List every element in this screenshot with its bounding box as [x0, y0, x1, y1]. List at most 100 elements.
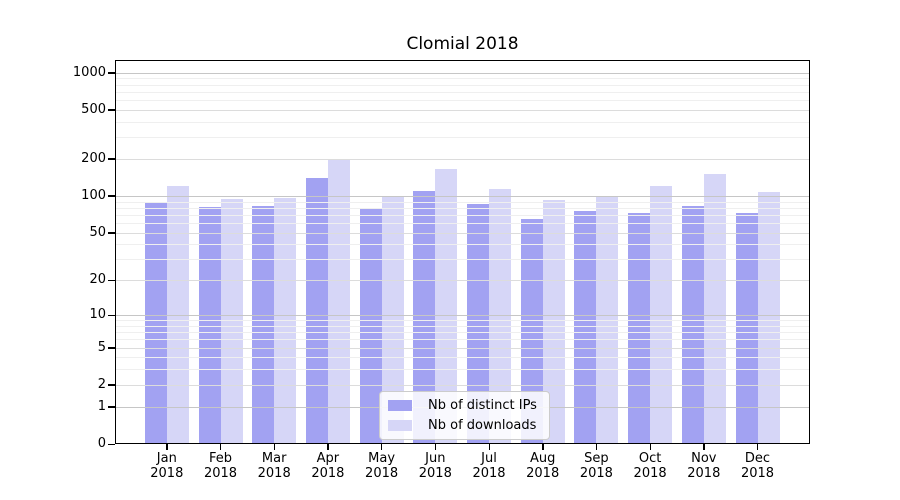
y-tick-mark [108, 406, 115, 408]
y-gridline-minor [115, 357, 810, 359]
y-gridline-minor [115, 100, 810, 102]
x-tick-label-year: 2018 [203, 466, 238, 481]
y-gridline-minor [115, 137, 810, 139]
y-tick-mark [108, 158, 115, 160]
x-tick-label: Oct 2018 [618, 451, 682, 481]
y-tick-mark [108, 443, 115, 445]
x-tick-label: May 2018 [350, 451, 414, 481]
x-tick-label-year: 2018 [365, 466, 399, 481]
bar-distinct-ips [252, 205, 275, 444]
legend-label-downloads: Nb of downloads [428, 418, 537, 433]
bar-distinct-ips [520, 218, 543, 444]
x-tick-label-year: 2018 [633, 466, 667, 481]
bar-distinct-ips [574, 210, 597, 444]
y-gridline-major [115, 347, 810, 349]
y-tick-label: 1 [97, 398, 106, 414]
y-tick-mark [108, 109, 115, 111]
x-tick-label: Feb 2018 [189, 451, 253, 481]
y-tick-label: 20 [89, 272, 106, 288]
legend-swatch-distinct-ips-icon [388, 400, 412, 411]
x-tick-label-year: 2018 [311, 466, 345, 481]
y-gridline-major [115, 158, 810, 160]
x-tick-mark [757, 444, 759, 450]
y-gridline-minor [115, 207, 810, 209]
y-gridline-minor [115, 369, 810, 371]
bar-downloads [596, 195, 619, 444]
y-gridline-minor [115, 121, 810, 123]
y-gridline-minor [115, 84, 810, 86]
x-tick-label: Nov 2018 [672, 451, 736, 481]
y-gridline-minor [115, 320, 810, 322]
x-tick-label: Jul 2018 [457, 451, 521, 481]
x-tick-label-year: 2018 [687, 466, 721, 481]
x-tick-label-year: 2018 [579, 466, 613, 481]
y-tick-label: 2 [97, 376, 106, 392]
x-tick-label-year: 2018 [418, 466, 452, 481]
bar-distinct-ips [681, 205, 704, 444]
bar-distinct-ips [467, 203, 489, 444]
y-tick-mark [108, 279, 115, 282]
y-tick-mark [108, 232, 115, 234]
y-gridline-major [115, 109, 810, 111]
bar-distinct-ips [144, 202, 167, 444]
legend: Nb of distinct IPs Nb of downloads [379, 391, 550, 440]
x-tick-mark [273, 444, 276, 450]
y-gridline-major [115, 280, 810, 282]
x-tick-label: Jun 2018 [403, 451, 467, 481]
y-gridline-major [115, 232, 810, 234]
y-gridline-minor [115, 332, 810, 334]
y-gridline-major [115, 384, 810, 386]
y-tick-label: 500 [81, 101, 106, 117]
x-tick-label-year: 2018 [740, 466, 775, 481]
y-gridline-minor [115, 214, 810, 216]
y-tick-label: 5 [97, 339, 106, 355]
y-tick-mark [108, 384, 115, 386]
x-tick-mark [542, 444, 544, 450]
x-tick-label: Apr 2018 [296, 451, 360, 481]
x-tick-label-year: 2018 [150, 466, 184, 481]
chart-title: Clomial 2018 [406, 34, 519, 54]
y-gridline-minor [115, 223, 810, 225]
bar-downloads [435, 169, 458, 444]
bar-downloads [757, 192, 780, 444]
y-gridline-minor [115, 259, 810, 261]
bar-distinct-ips [628, 212, 651, 444]
y-tick-label: 200 [81, 150, 106, 166]
x-tick-mark [595, 444, 598, 450]
y-gridline-minor [115, 91, 810, 93]
y-gridline-major [115, 72, 810, 74]
x-tick-mark [649, 444, 651, 450]
y-tick-mark [108, 347, 115, 349]
x-tick-label: Jan 2018 [135, 451, 199, 481]
x-tick-label-year: 2018 [472, 466, 506, 481]
x-tick-mark [381, 444, 383, 450]
bar-distinct-ips [735, 213, 758, 444]
plot-area [115, 60, 810, 444]
x-tick-mark [488, 444, 490, 450]
y-tick-label: 100 [81, 187, 106, 203]
legend-item-distinct-ips: Nb of distinct IPs [388, 398, 537, 413]
bar-distinct-ips [413, 190, 436, 444]
x-tick-mark [434, 444, 437, 450]
y-gridline-minor [115, 325, 810, 327]
y-gridline-minor [115, 201, 810, 203]
x-tick-label-year: 2018 [526, 466, 560, 481]
y-gridline-major [115, 315, 810, 317]
bar-distinct-ips [198, 207, 221, 444]
legend-swatch-downloads-icon [388, 420, 412, 431]
bar-downloads [703, 174, 726, 444]
x-tick-mark [703, 444, 705, 450]
x-tick-label: Sep 2018 [564, 451, 628, 481]
y-gridline-minor [115, 339, 810, 341]
bar-distinct-ips [305, 178, 328, 444]
y-tick-label: 50 [89, 224, 106, 240]
x-tick-mark [166, 444, 168, 450]
bar-downloads [542, 200, 565, 444]
y-tick-label: 0 [97, 436, 106, 451]
bar-downloads [381, 195, 404, 444]
y-gridline-minor [115, 78, 810, 80]
x-tick-label-year: 2018 [257, 466, 291, 481]
legend-item-downloads: Nb of downloads [388, 418, 537, 433]
legend-label-distinct-ips: Nb of distinct IPs [428, 398, 537, 413]
